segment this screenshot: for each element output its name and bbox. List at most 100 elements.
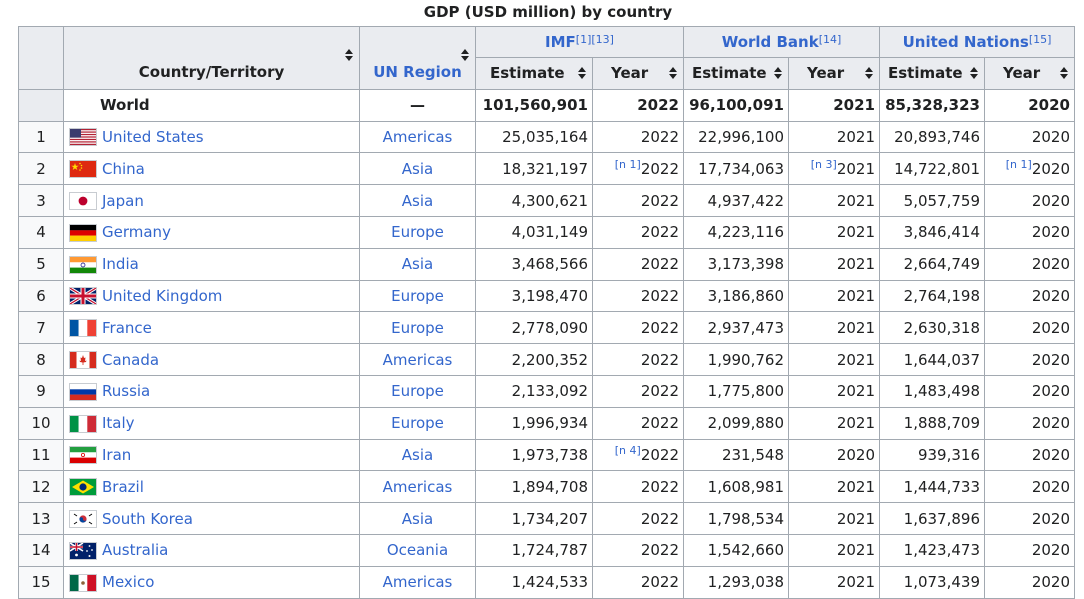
rank-cell: 3	[18, 184, 64, 217]
region-link[interactable]: Europe	[391, 318, 444, 337]
imf-year-cell: 2022	[592, 406, 684, 440]
sort-icon[interactable]	[970, 67, 978, 80]
region-header[interactable]: UN Region	[359, 26, 476, 90]
imf-link[interactable]: IMF	[545, 33, 576, 51]
country-cell: Russia	[63, 374, 360, 408]
wb-estimate-header[interactable]: Estimate	[683, 57, 789, 90]
country-cell: Brazil	[63, 470, 360, 504]
country-link[interactable]: China	[102, 159, 145, 178]
country-link[interactable]: Brazil	[102, 477, 144, 496]
imf-estimate-cell: 3,198,470	[475, 279, 593, 313]
table-caption: GDP (USD million) by country	[0, 0, 1084, 24]
sort-icon[interactable]	[578, 67, 586, 80]
un-year-header[interactable]: Year	[984, 57, 1075, 90]
region-link[interactable]: Europe	[391, 414, 444, 433]
region-link[interactable]: Americas	[382, 127, 453, 146]
region-link[interactable]: Europe	[391, 382, 444, 401]
country-link[interactable]: South Korea	[102, 509, 193, 528]
sort-icon[interactable]	[1060, 67, 1068, 80]
year-value: 2022	[640, 159, 679, 178]
sort-icon[interactable]	[774, 67, 782, 80]
country-cell: Mexico	[63, 565, 360, 599]
country-header-label: Country/Territory	[138, 62, 285, 81]
imf-estimate-cell: 1,734,207	[475, 502, 593, 535]
rank-cell: 4	[18, 215, 64, 249]
year-value: 2022	[640, 477, 679, 496]
region-link[interactable]: Americas	[382, 350, 453, 369]
united-nations-link[interactable]: United Nations	[902, 33, 1029, 51]
region-link[interactable]: Europe	[391, 223, 444, 242]
region-link[interactable]: Americas	[382, 477, 453, 496]
world-bank-link[interactable]: World Bank	[721, 33, 819, 51]
country-link[interactable]: Russia	[102, 382, 151, 401]
country-link[interactable]: Japan	[102, 191, 144, 210]
country-link[interactable]: United States	[102, 127, 204, 146]
country-header[interactable]: Country/Territory	[63, 26, 360, 90]
un-estimate-cell: 2,664,749	[879, 247, 985, 281]
region-link[interactable]: Oceania	[386, 541, 449, 560]
un-year-cell: 2020	[984, 247, 1075, 281]
un-year-cell: 2020	[984, 502, 1075, 535]
imf-year-cell: 2022	[592, 247, 684, 281]
wb-estimate-cell: 2,099,880	[683, 406, 789, 440]
country-link[interactable]: United Kingdom	[102, 286, 223, 305]
un-year-cell: 2020	[984, 406, 1075, 440]
united-nations-refs-link[interactable]: [15]	[1028, 33, 1052, 46]
world-bank-refs-link[interactable]: [14]	[818, 33, 842, 46]
wb-year-cell: 2021	[788, 120, 880, 154]
country-link[interactable]: Iran	[102, 445, 132, 464]
region-link[interactable]: Asia	[401, 509, 434, 528]
wb-estimate-cell: 4,223,116	[683, 215, 789, 249]
country-link[interactable]: Canada	[102, 350, 160, 369]
region-cell: Asia	[359, 438, 476, 472]
year-value: 2022	[640, 541, 679, 560]
region-link[interactable]: Asia	[401, 445, 434, 464]
world-un-year: 2020	[984, 88, 1075, 122]
country-link[interactable]: India	[102, 255, 139, 274]
sort-icon[interactable]	[865, 67, 873, 80]
imf-refs-link[interactable]: [1][13]	[575, 33, 614, 46]
wb-year-cell: 2020	[788, 438, 880, 472]
footnote-link[interactable]: [n 1]	[614, 157, 641, 171]
country-link[interactable]: Australia	[102, 541, 169, 560]
rank-cell: 9	[18, 374, 64, 408]
country-cell: China	[63, 152, 360, 186]
year-value: 2021	[836, 159, 875, 178]
region-cell: Europe	[359, 215, 476, 249]
imf-estimate-cell: 4,031,149	[475, 215, 593, 249]
footnote-link[interactable]: [n 1]	[1005, 157, 1032, 171]
un-estimate-cell: 1,637,896	[879, 502, 985, 535]
region-link[interactable]: Asia	[401, 255, 434, 274]
country-cell: India	[63, 247, 360, 281]
un-region-link[interactable]: UN Region	[373, 62, 462, 81]
world-wb-year: 2021	[788, 88, 880, 122]
imf-estimate-header[interactable]: Estimate	[475, 57, 593, 90]
footnote-link[interactable]: [n 3]	[810, 157, 837, 171]
un-estimate-cell: 3,846,414	[879, 215, 985, 249]
imf-year-cell: [n 1]2022	[592, 152, 684, 186]
sort-icon[interactable]	[669, 67, 677, 80]
un-estimate-header[interactable]: Estimate	[879, 57, 985, 90]
sort-icon[interactable]	[345, 49, 353, 61]
imf-estimate-cell: 2,200,352	[475, 343, 593, 376]
country-link[interactable]: Italy	[102, 414, 135, 433]
country-link[interactable]: Mexico	[102, 573, 155, 592]
imf-year-cell: 2022	[592, 311, 684, 345]
un-year-cell: 2020	[984, 184, 1075, 217]
imf-estimate-cell: 2,133,092	[475, 374, 593, 408]
country-link[interactable]: Germany	[102, 223, 171, 242]
un-year-cell: 2020	[984, 215, 1075, 249]
region-link[interactable]: Europe	[391, 286, 444, 305]
wb-year-header[interactable]: Year	[788, 57, 880, 90]
south-korea-flag-icon	[70, 511, 96, 528]
region-link[interactable]: Asia	[401, 159, 434, 178]
imf-year-cell: 2022	[592, 533, 684, 567]
region-link[interactable]: Asia	[401, 191, 434, 210]
wb-estimate-cell: 1,542,660	[683, 533, 789, 567]
sort-icon[interactable]	[461, 49, 469, 61]
footnote-link[interactable]: [n 4]	[614, 443, 641, 457]
wb-estimate-cell: 231,548	[683, 438, 789, 472]
region-link[interactable]: Americas	[382, 573, 453, 592]
country-link[interactable]: France	[102, 318, 152, 337]
imf-year-header[interactable]: Year	[592, 57, 684, 90]
